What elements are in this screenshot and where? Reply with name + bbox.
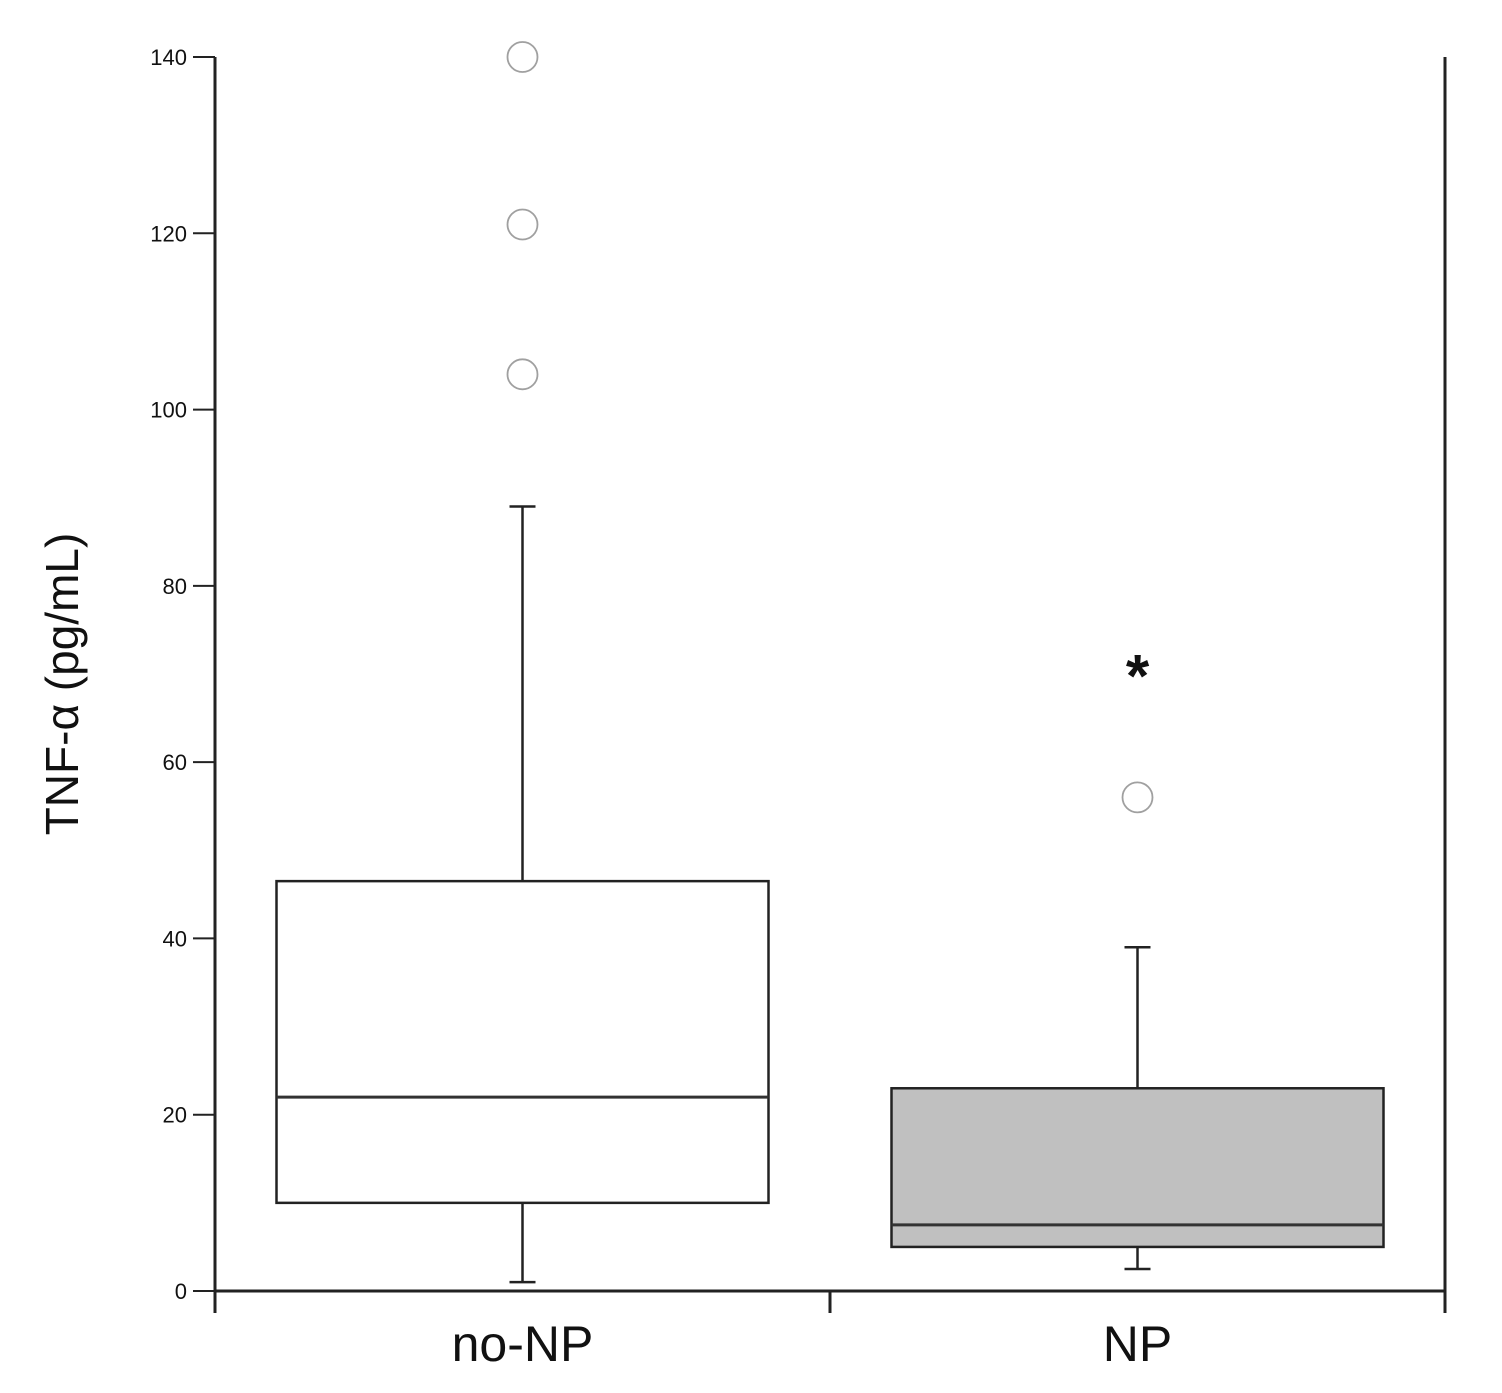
outlier-point <box>1121 781 1154 814</box>
iqr-box <box>275 879 770 1205</box>
outlier-point <box>506 358 539 391</box>
iqr-box <box>890 1087 1385 1249</box>
outlier-point <box>506 208 539 241</box>
y-tick-label: 60 <box>163 750 187 775</box>
y-tick-label: 20 <box>163 1103 187 1128</box>
significance-asterisk: * <box>1126 642 1150 709</box>
y-tick-label: 120 <box>150 221 187 246</box>
y-tick-label: 40 <box>163 926 187 951</box>
y-tick-label: 80 <box>163 574 187 599</box>
x-category-label: NP <box>1103 1316 1172 1372</box>
y-tick-label: 0 <box>175 1279 187 1304</box>
y-tick-label: 100 <box>150 398 187 423</box>
y-axis-title: TNF-α (pg/mL) <box>36 533 88 836</box>
outlier-point <box>506 41 539 73</box>
y-tick-label: 140 <box>150 45 187 70</box>
x-category-label: no-NP <box>452 1316 594 1372</box>
